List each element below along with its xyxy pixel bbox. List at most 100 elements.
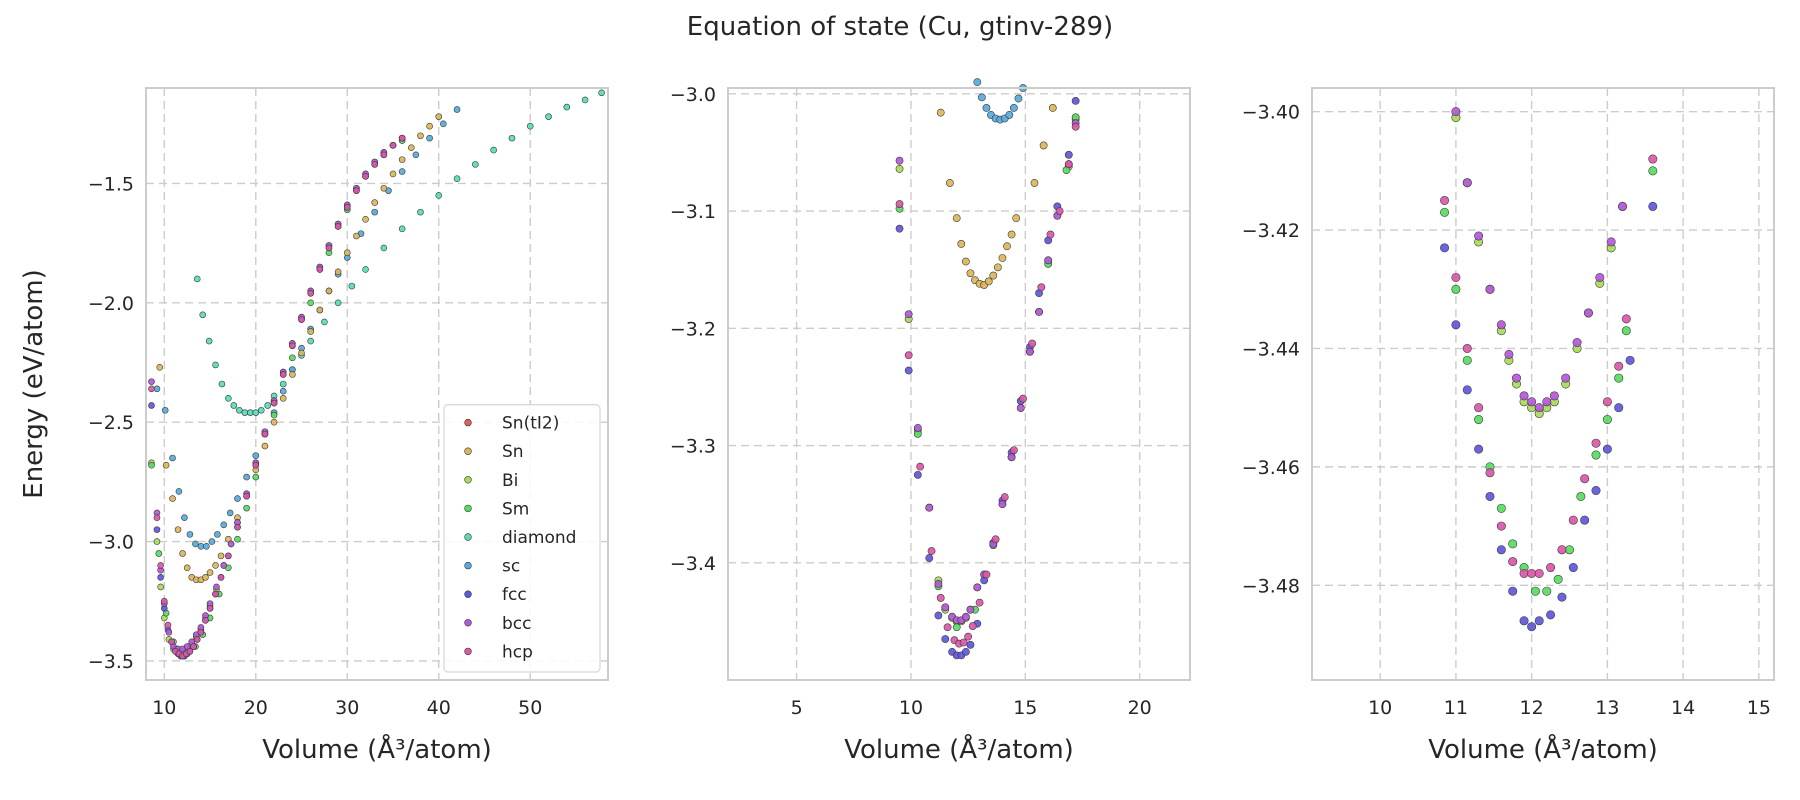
data-point-hcp xyxy=(270,399,278,407)
y-tick-label: −3.2 xyxy=(670,318,716,340)
data-point-hcp xyxy=(1534,568,1544,578)
x-axis-label: Volume (Å³/atom) xyxy=(262,733,492,765)
data-point-sc xyxy=(186,531,194,538)
data-point-sc xyxy=(453,106,461,113)
data-point-hcp xyxy=(895,200,904,208)
x-tick-label: 11 xyxy=(1444,697,1468,719)
data-point-bcc xyxy=(1595,272,1605,282)
y-tick-label: −3.1 xyxy=(670,201,716,223)
data-point-sn xyxy=(334,268,342,276)
data-point-fcc xyxy=(1614,403,1624,413)
data-point-sn xyxy=(307,328,314,335)
data-point-sm xyxy=(1508,539,1518,549)
data-point-sm xyxy=(270,411,278,419)
data-point-hcp xyxy=(1648,154,1658,164)
data-point-hcp xyxy=(325,244,333,252)
data-point-hcp xyxy=(148,385,155,393)
data-point-bcc xyxy=(913,424,922,432)
data-point-sc xyxy=(1014,94,1023,103)
data-point-fcc xyxy=(157,574,164,581)
data-point-sn xyxy=(169,495,176,502)
data-point-sc xyxy=(973,78,982,87)
data-point-hcp xyxy=(1621,314,1631,324)
data-point-sn xyxy=(989,271,998,280)
y-tick-label: −1.5 xyxy=(88,173,134,195)
data-point-hcp xyxy=(217,574,225,581)
data-point-diamond xyxy=(236,406,243,414)
data-point-sn xyxy=(325,287,333,295)
data-point-diamond xyxy=(230,402,238,409)
data-point-fcc xyxy=(941,635,950,643)
data-point-hcp xyxy=(1519,568,1529,578)
data-point-bcc xyxy=(1035,308,1043,316)
data-point-sn xyxy=(408,144,415,151)
legend-marker xyxy=(464,533,472,541)
data-point-sn xyxy=(952,214,961,223)
data-point-diamond xyxy=(279,380,287,388)
x-tick-label: 10 xyxy=(1368,697,1392,719)
data-point-hcp xyxy=(1602,397,1612,407)
data-point-sn xyxy=(1039,141,1048,150)
data-point-bcc xyxy=(966,605,975,614)
legend-label: bcc xyxy=(502,614,531,634)
data-point-sc xyxy=(440,120,447,128)
data-point-bcc xyxy=(1618,201,1628,211)
data-point-diamond xyxy=(398,225,406,233)
data-point-sn xyxy=(957,240,966,248)
data-point-hcp xyxy=(1000,493,1009,502)
data-point-hcp xyxy=(289,342,296,350)
legend-label: diamond xyxy=(502,528,576,548)
data-point-hcp xyxy=(197,628,205,636)
legend-label: hcp xyxy=(502,642,533,662)
x-tick-label: 10 xyxy=(899,697,923,719)
data-point-sn xyxy=(202,574,209,581)
data-point-sm xyxy=(1451,284,1461,294)
data-point-fcc xyxy=(1648,201,1658,211)
data-point-fcc xyxy=(1527,622,1537,632)
data-point-sc xyxy=(1005,111,1014,119)
data-point-sn xyxy=(426,122,433,130)
data-point-sc xyxy=(426,134,433,142)
data-point-fcc xyxy=(904,366,913,375)
data-point-fcc xyxy=(1064,150,1073,159)
data-point-sm xyxy=(1496,503,1506,513)
data-point-bcc xyxy=(1007,453,1016,462)
data-point-sc xyxy=(203,543,210,550)
axes-frame xyxy=(1311,87,1775,681)
data-point-diamond xyxy=(212,361,219,369)
data-point-hcp xyxy=(157,562,164,569)
data-point-sc xyxy=(181,514,188,521)
data-point-diamond xyxy=(508,134,516,142)
data-point-sm xyxy=(1440,207,1450,217)
data-point-bcc xyxy=(1485,284,1495,294)
data-point-diamond xyxy=(205,337,213,345)
legend-marker xyxy=(464,590,472,598)
data-point-diamond xyxy=(199,311,207,319)
data-point-diamond xyxy=(362,266,369,273)
data-point-sn xyxy=(298,349,305,357)
data-point-bcc xyxy=(1016,404,1025,412)
data-point-hcp xyxy=(1019,394,1027,403)
x-axis-label: Volume (Å³/atom) xyxy=(1428,733,1658,765)
y-tick-label: −3.3 xyxy=(670,436,716,458)
data-point-fcc xyxy=(1546,610,1556,620)
y-tick-label: −2.0 xyxy=(88,293,134,315)
data-point-sn xyxy=(183,564,191,572)
data-point-bcc xyxy=(1527,397,1537,407)
data-point-fcc xyxy=(961,647,970,656)
data-point-sn xyxy=(1048,104,1057,112)
data-point-bcc xyxy=(1026,347,1034,356)
data-point-sn xyxy=(945,179,954,187)
data-point-sn xyxy=(316,306,324,314)
data-point-sn xyxy=(966,269,975,278)
data-point-sn xyxy=(993,263,1002,272)
x-tick-label: 12 xyxy=(1520,697,1544,719)
data-point-diamond xyxy=(435,192,443,199)
data-point-bi xyxy=(895,164,904,173)
data-point-sm xyxy=(289,354,296,362)
data-point-sm xyxy=(307,299,314,307)
data-point-bi xyxy=(157,583,164,591)
legend-marker xyxy=(464,418,472,427)
data-point-hcp xyxy=(1046,230,1055,239)
data-point-diamond xyxy=(307,337,314,345)
